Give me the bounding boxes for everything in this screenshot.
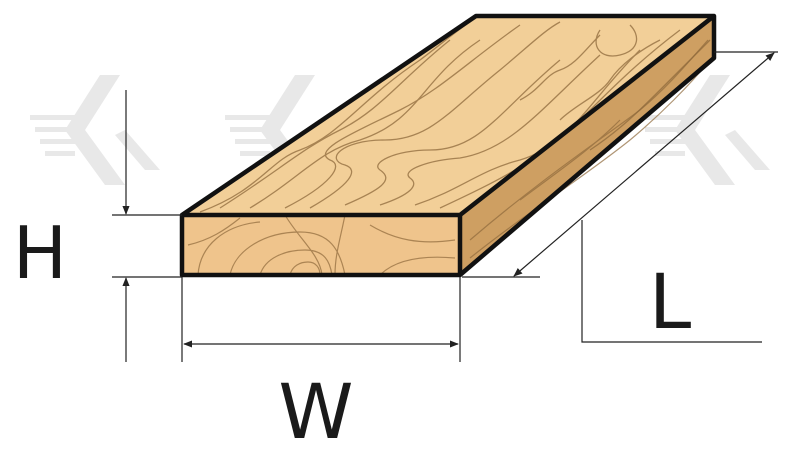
wooden-board [179, 13, 717, 278]
front-grain [187, 214, 456, 276]
dimension-lines [112, 51, 778, 362]
length-arrow [513, 52, 775, 277]
width-label: W [278, 367, 353, 456]
length-leader [581, 220, 762, 343]
watermark-logo-left [30, 75, 160, 185]
board-front-face [182, 215, 460, 275]
height-label: H [13, 211, 67, 295]
length-label: L [649, 257, 691, 346]
